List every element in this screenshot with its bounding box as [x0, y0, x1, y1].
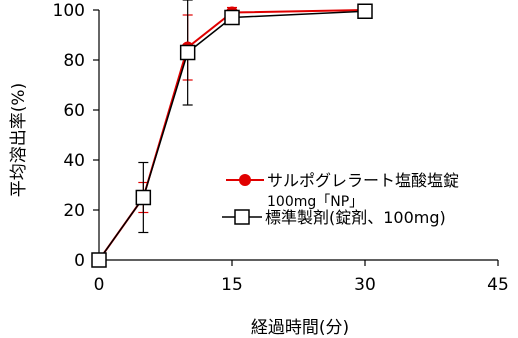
legend-marker-test [239, 174, 251, 186]
axes [93, 9, 499, 266]
series-markers [91, 3, 373, 268]
x-axis-title: 経過時間(分) [251, 318, 349, 338]
x-tick-label: 15 [221, 275, 243, 295]
data-point-reference [179, 44, 196, 61]
y-tick-label: 60 [63, 101, 85, 121]
x-tick-label: 30 [354, 275, 376, 295]
tick-labels: 0 20 40 60 80 100 0 15 30 45 [53, 1, 509, 295]
y-tick-label: 100 [53, 1, 85, 21]
legend-marker-reference [234, 209, 250, 225]
y-tick-label: 40 [63, 151, 85, 171]
y-tick-label: 0 [74, 251, 85, 271]
legend: サルポグレラート塩酸塩錠 100mg「NP」 標準製剤(錠剤、100mg) [222, 171, 459, 227]
legend-label-reference: 標準製剤(錠剤、100mg) [265, 208, 446, 227]
legend-label-test: サルポグレラート塩酸塩錠 [267, 171, 459, 190]
x-tick-label: 45 [487, 275, 509, 295]
data-point-reference [224, 9, 240, 26]
x-tick-label: 0 [94, 275, 105, 295]
data-point-reference [357, 3, 373, 19]
data-point-reference [135, 189, 152, 206]
data-point-reference [91, 252, 107, 268]
y-tick-label: 80 [63, 51, 85, 71]
y-tick-label: 20 [63, 201, 85, 221]
y-axis-title: 平均溶出率(%) [9, 83, 29, 197]
legend-label-test-line2: 100mg「NP」 [267, 194, 363, 210]
